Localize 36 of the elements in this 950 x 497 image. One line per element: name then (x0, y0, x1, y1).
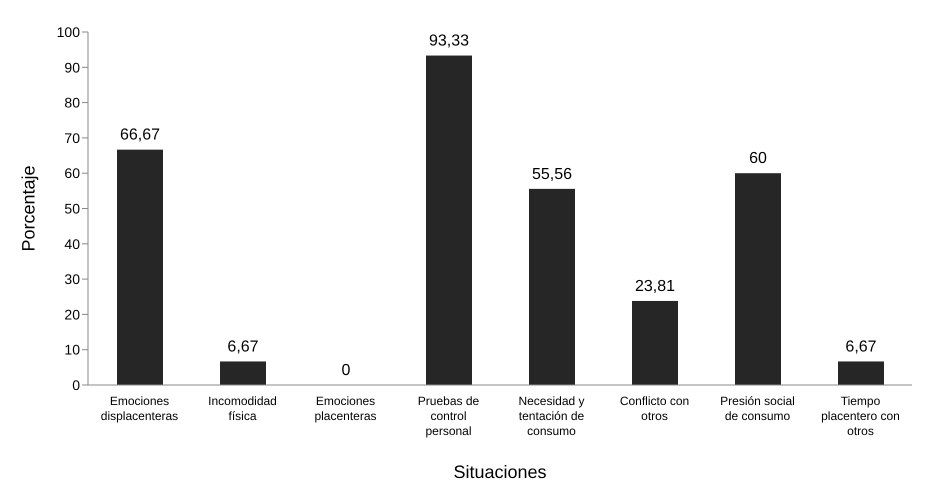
y-tick-label: 10 (64, 342, 80, 358)
y-tick-label: 30 (64, 271, 80, 288)
bar (735, 173, 781, 385)
data-label: 66,67 (120, 126, 160, 144)
bar (529, 188, 575, 385)
bar (117, 150, 163, 385)
bar (632, 300, 678, 385)
x-tick-label: Conflicto con otros (620, 394, 690, 423)
y-tick-label: 80 (64, 94, 80, 111)
x-tick-label: Incomodidad física (208, 394, 277, 423)
x-tick-label: Emociones placenteras (314, 394, 377, 423)
y-tick-label: 90 (64, 59, 80, 76)
data-label: 55,56 (532, 166, 572, 183)
data-label: 6,67 (845, 338, 877, 356)
bar (220, 361, 266, 385)
bar (426, 56, 472, 385)
y-tick-label: 100 (56, 24, 80, 40)
y-tick-label: 0 (72, 376, 80, 393)
data-label: 93,33 (428, 32, 470, 50)
x-tick-label: Necesidad y tentación de consumo (518, 394, 585, 438)
x-tick-label: Presión social de consumo (720, 394, 795, 423)
x-axis-title: Situaciones (453, 462, 547, 482)
y-tick-label: 40 (64, 236, 80, 252)
data-label: 6,67 (227, 338, 259, 356)
data-label: 0 (342, 362, 351, 379)
y-tick-label: 70 (64, 130, 80, 146)
y-tick-label: 60 (64, 165, 80, 182)
x-tick-label: Emociones displacenteras (100, 394, 178, 423)
x-tick-label: Tiempo placentero con otros (821, 394, 900, 438)
x-tick-label: Pruebas de control personal (418, 394, 480, 438)
y-tick-label: 50 (64, 200, 80, 216)
data-label: 60 (749, 150, 767, 168)
y-tick-label: 20 (64, 306, 80, 322)
y-axis-title: Porcentaje (18, 165, 38, 252)
bar (838, 361, 884, 385)
data-label: 23,81 (634, 278, 676, 295)
